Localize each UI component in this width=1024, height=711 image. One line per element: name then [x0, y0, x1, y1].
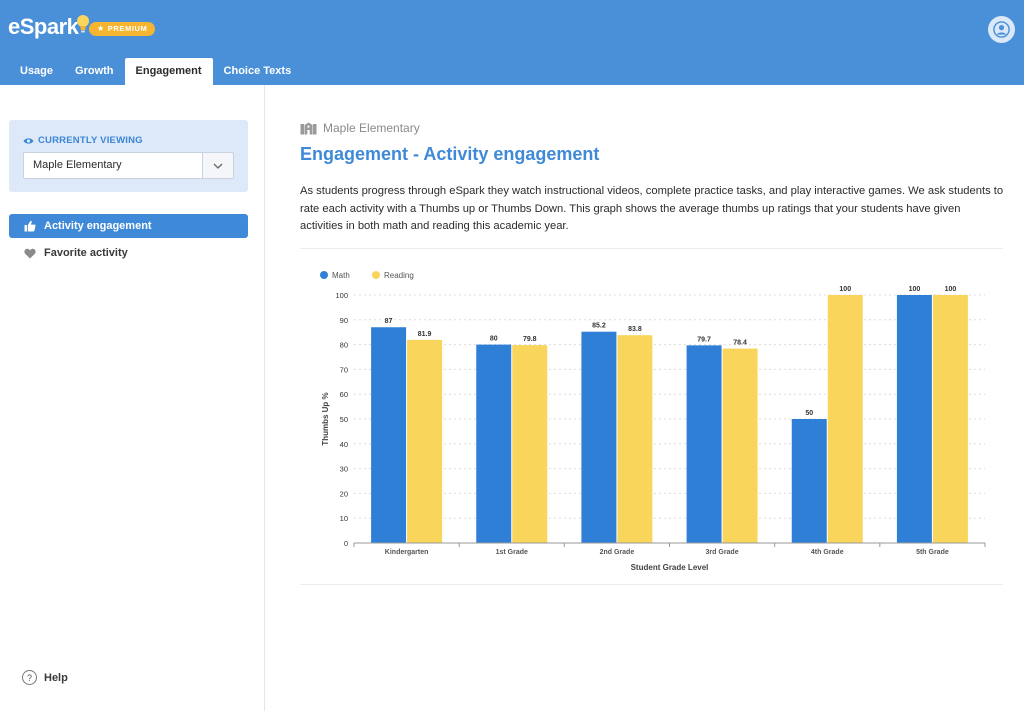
y-tick-label: 50	[340, 415, 348, 424]
y-tick-label: 40	[340, 440, 348, 449]
premium-badge: ★ PREMIUM	[89, 22, 156, 36]
engagement-bar-chart: Math Reading 0 10 20 30 40 50 60 70 80 90 100 87 81.…	[320, 271, 986, 572]
bar-reading	[932, 295, 968, 543]
y-tick-label: 100	[335, 291, 348, 300]
x-axis-title: Student Grade Level	[631, 563, 709, 572]
legend-label-math: Math	[332, 271, 350, 280]
bar-math	[791, 419, 827, 543]
star-icon: ★	[97, 24, 105, 33]
question-icon: ?	[22, 670, 37, 685]
x-tick-label: Kindergarten	[385, 549, 429, 556]
bar-math	[686, 345, 722, 543]
data-label: 79.7	[697, 336, 711, 343]
sidebar-item-label: Favorite activity	[44, 247, 128, 259]
y-tick-label: 10	[340, 514, 348, 523]
bar-math	[371, 327, 407, 543]
bar-reading	[617, 335, 653, 543]
y-tick-label: 90	[340, 316, 348, 325]
y-tick-label: 30	[340, 465, 348, 474]
school-breadcrumb: Maple Elementary	[300, 121, 420, 135]
main-tabs: Usage Growth Engagement Choice Texts	[9, 58, 302, 85]
top-divider	[300, 248, 1003, 249]
help-label: Help	[44, 671, 68, 684]
heart-icon	[24, 248, 36, 258]
legend-swatch-math	[320, 271, 328, 279]
chart-bars	[371, 295, 968, 543]
x-tick-label: 3rd Grade	[706, 549, 739, 556]
data-label: 100	[839, 286, 851, 293]
chart-grid	[354, 294, 985, 519]
data-label: 79.8	[523, 336, 537, 343]
bar-reading	[722, 348, 758, 543]
data-label: 100	[909, 286, 921, 293]
data-label: 80	[490, 336, 498, 343]
data-label: 50	[805, 410, 813, 417]
bar-math	[896, 295, 932, 543]
legend-label-reading: Reading	[384, 271, 414, 280]
top-bar: eSpark ★ PREMIUM Usage Growth Engagement…	[0, 0, 1024, 85]
x-tick-label: 1st Grade	[496, 549, 528, 556]
chevron-down-icon	[213, 163, 223, 169]
bar-math	[581, 331, 617, 543]
y-tick-label: 80	[340, 341, 348, 350]
help-link[interactable]: ? Help	[22, 670, 68, 685]
tab-choice-texts[interactable]: Choice Texts	[223, 65, 292, 77]
data-label: 83.8	[628, 326, 642, 333]
premium-label: PREMIUM	[107, 24, 148, 33]
x-tick-label: 4th Grade	[811, 549, 844, 556]
y-axis-title: Thumbs Up %	[321, 392, 330, 445]
sidebar-item-favorite-activity[interactable]: Favorite activity	[9, 241, 248, 265]
school-select[interactable]: Maple Elementary	[23, 152, 234, 179]
x-tick-label: 5th Grade	[916, 549, 949, 556]
thumbs-up-icon	[24, 220, 36, 232]
chart-legend: Math Reading	[320, 271, 414, 280]
logo-text: eSpark	[8, 14, 79, 39]
sidebar-item-activity-engagement[interactable]: Activity engagement	[9, 214, 248, 238]
legend-swatch-reading	[372, 271, 380, 279]
tab-growth[interactable]: Growth	[75, 65, 114, 77]
school-select-value: Maple Elementary	[33, 159, 122, 171]
y-tick-label: 0	[344, 539, 348, 548]
data-label: 81.9	[418, 331, 432, 338]
y-tick-label: 70	[340, 365, 348, 374]
school-building-icon	[300, 122, 317, 134]
data-label: 100	[945, 286, 957, 293]
bar-math	[476, 344, 512, 543]
data-label: 85.2	[592, 323, 606, 330]
tab-usage[interactable]: Usage	[20, 65, 54, 77]
y-tick-label: 20	[340, 489, 348, 498]
currently-viewing-heading: CURRENTLY VIEWING	[23, 135, 143, 146]
espark-logo[interactable]: eSpark	[8, 14, 90, 40]
x-axis-categories: Kindergarten 1st Grade 2nd Grade 3rd Grade 4…	[353, 543, 986, 556]
bottom-divider	[300, 584, 1003, 585]
tab-engagement[interactable]: Engagement	[124, 58, 213, 85]
sidebar-item-label: Activity engagement	[44, 220, 152, 232]
data-label: 87	[385, 318, 393, 325]
school-name: Maple Elementary	[323, 121, 420, 135]
y-axis-ticks: 0 10 20 30 40 50 60 70 80 90 100	[335, 291, 348, 548]
chart-value-labels: 87 81.9 80 79.8 85.2 83.8 79.7 78.4 50 100 100 100	[385, 286, 957, 417]
bar-reading	[512, 345, 548, 543]
data-label: 78.4	[733, 340, 747, 347]
currently-viewing-panel: CURRENTLY VIEWING Maple Elementary	[9, 120, 248, 192]
school-select-toggle[interactable]	[202, 153, 233, 178]
currently-viewing-label: CURRENTLY VIEWING	[38, 135, 143, 146]
eye-icon	[23, 137, 34, 144]
sidebar: CURRENTLY VIEWING Maple Elementary Activ…	[0, 85, 265, 711]
user-avatar-button[interactable]	[988, 16, 1015, 43]
x-tick-label: 2nd Grade	[600, 549, 635, 556]
bar-reading	[827, 295, 863, 543]
page-title: Engagement - Activity engagement	[300, 144, 600, 164]
user-icon	[993, 21, 1010, 38]
lightbulb-icon	[77, 15, 90, 33]
bar-reading	[407, 339, 443, 543]
page-description: As students progress through eSpark they…	[300, 185, 1004, 232]
y-tick-label: 60	[340, 390, 348, 399]
